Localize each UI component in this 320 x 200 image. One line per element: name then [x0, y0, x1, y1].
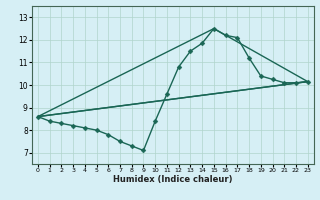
X-axis label: Humidex (Indice chaleur): Humidex (Indice chaleur)	[113, 175, 233, 184]
